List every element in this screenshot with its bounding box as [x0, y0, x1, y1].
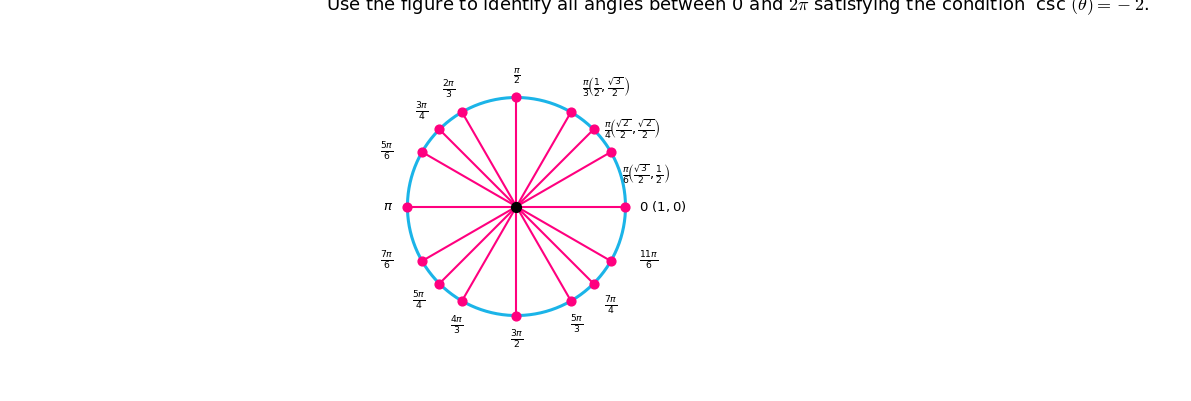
Point [601, 149, 621, 155]
Text: $\frac{7\pi}{4}$: $\frac{7\pi}{4}$ [605, 294, 618, 317]
Point [561, 298, 580, 304]
Point [584, 126, 603, 133]
Text: $0\ (1,0)$: $0\ (1,0)$ [638, 199, 686, 214]
Point [601, 258, 621, 264]
Text: $\frac{4\pi}{3}$: $\frac{4\pi}{3}$ [450, 315, 463, 337]
Text: $\frac{5\pi}{3}$: $\frac{5\pi}{3}$ [569, 314, 584, 336]
Point [453, 109, 472, 115]
Point [507, 94, 526, 101]
Point [561, 109, 580, 115]
Text: $\frac{\pi}{4}\!\left(\frac{\sqrt{2}}{2},\frac{\sqrt{2}}{2}\right)$: $\frac{\pi}{4}\!\left(\frac{\sqrt{2}}{2}… [605, 118, 661, 141]
Point [616, 203, 635, 210]
Text: $\frac{\pi}{2}$: $\frac{\pi}{2}$ [512, 66, 520, 85]
Text: Use the figure to identify all angles between 0 and $2\pi$ satisfying the condit: Use the figure to identify all angles be… [325, 0, 1148, 16]
Point [507, 312, 526, 319]
Text: $\frac{3\pi}{4}$: $\frac{3\pi}{4}$ [414, 101, 429, 123]
Text: $\frac{7\pi}{6}$: $\frac{7\pi}{6}$ [380, 250, 393, 272]
Point [430, 280, 449, 287]
Text: $\frac{2\pi}{3}$: $\frac{2\pi}{3}$ [442, 79, 455, 101]
Text: $\frac{\pi}{6}\!\left(\frac{\sqrt{3}}{2},\frac{1}{2}\right)$: $\frac{\pi}{6}\!\left(\frac{\sqrt{3}}{2}… [622, 163, 671, 186]
Text: $\frac{11\pi}{6}$: $\frac{11\pi}{6}$ [638, 250, 659, 272]
Text: $\frac{3\pi}{2}$: $\frac{3\pi}{2}$ [510, 329, 523, 351]
Point [412, 258, 431, 264]
Point [453, 298, 472, 304]
Text: $\pi$: $\pi$ [384, 200, 393, 213]
Text: $\frac{\pi}{3}\!\left(\frac{1}{2},\frac{\sqrt{3}}{2}\right)$: $\frac{\pi}{3}\!\left(\frac{1}{2},\frac{… [582, 76, 630, 99]
Point [412, 149, 431, 155]
Point [398, 203, 417, 210]
Text: $\frac{5\pi}{6}$: $\frac{5\pi}{6}$ [380, 141, 393, 163]
Point [584, 280, 603, 287]
Text: $\frac{5\pi}{4}$: $\frac{5\pi}{4}$ [412, 290, 425, 312]
Point [507, 203, 526, 210]
Point [430, 126, 449, 133]
